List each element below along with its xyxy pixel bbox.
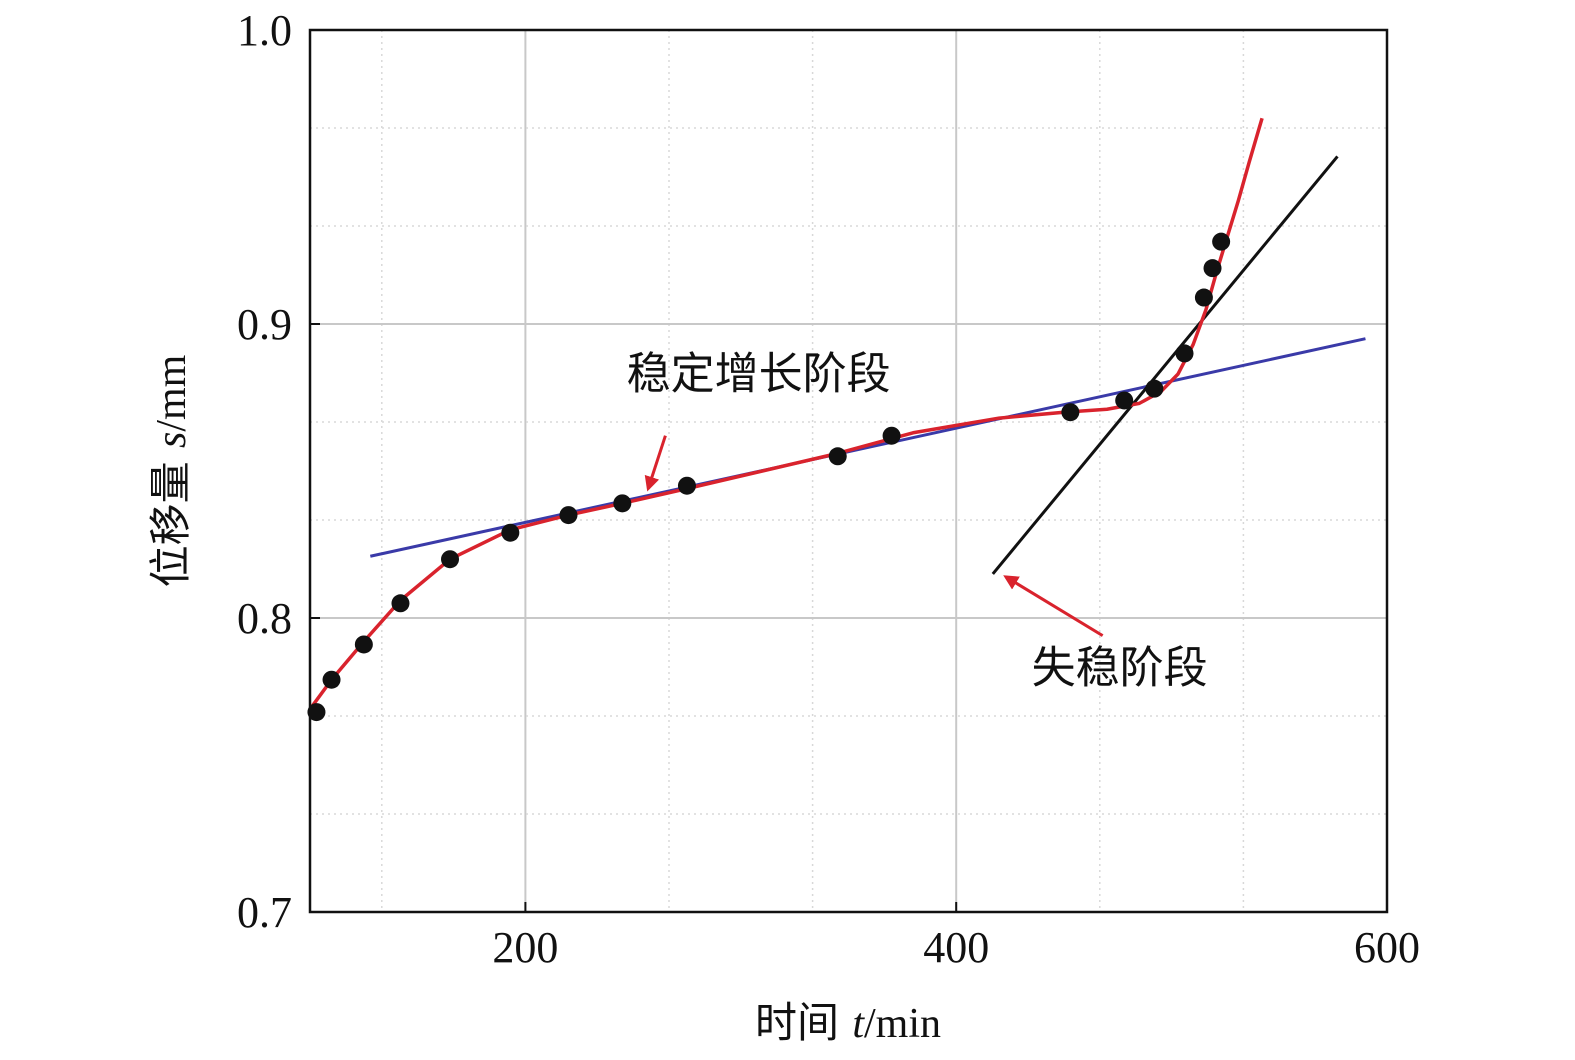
plot-frame xyxy=(308,28,1389,914)
data-point xyxy=(501,523,520,542)
y-tick-label: 0.8 xyxy=(237,594,292,643)
y-axis-ticks: 0.7 0.8 0.9 1.0 xyxy=(237,6,320,937)
data-point xyxy=(882,426,901,445)
y-tick-label: 0.9 xyxy=(237,300,292,349)
y-axis-title-variable: s xyxy=(149,432,195,448)
x-axis-title-variable: t xyxy=(852,1001,865,1047)
annotation-unstable-stage: 失稳阶段 xyxy=(1032,643,1208,694)
data-point xyxy=(1061,403,1080,422)
y-tick-label: 0.7 xyxy=(237,888,292,937)
data-point xyxy=(441,550,460,569)
data-point xyxy=(1115,391,1134,410)
data-point xyxy=(828,447,847,466)
annotation-stable-stage: 稳定增长阶段 xyxy=(627,349,891,400)
data-point xyxy=(354,635,373,654)
data-point xyxy=(1194,288,1213,307)
x-axis-ticks: 200 400 600 xyxy=(492,902,1420,972)
y-axis-title-unit: /mm xyxy=(149,354,195,431)
annotation-arrow xyxy=(1003,575,1104,637)
x-tick-label: 200 xyxy=(492,923,558,972)
data-point xyxy=(1203,259,1222,278)
data-point xyxy=(1175,344,1194,363)
x-tick-label: 400 xyxy=(923,923,989,972)
data-point xyxy=(677,476,696,495)
data-point xyxy=(322,670,341,689)
grid xyxy=(310,30,1387,912)
y-axis-title: 位移量 s/mm xyxy=(146,354,195,587)
data-point xyxy=(1145,379,1164,398)
x-axis-title-unit: /min xyxy=(864,1001,941,1047)
data-point xyxy=(307,703,326,722)
x-axis-title-prefix: 时间 xyxy=(755,998,852,1047)
data-point xyxy=(1212,232,1231,251)
x-tick-label: 600 xyxy=(1354,923,1420,972)
stable-trend-line xyxy=(369,337,1366,558)
y-axis-title-prefix: 位移量 xyxy=(146,448,195,587)
data-point xyxy=(613,494,632,513)
data-point xyxy=(559,506,578,525)
data-points xyxy=(307,232,1231,722)
x-axis-title: 时间 t/min xyxy=(755,998,941,1047)
y-tick-label: 1.0 xyxy=(237,6,292,55)
data-point xyxy=(391,594,410,613)
unstable-trend-line xyxy=(991,155,1339,575)
annotation-arrow xyxy=(644,435,667,492)
